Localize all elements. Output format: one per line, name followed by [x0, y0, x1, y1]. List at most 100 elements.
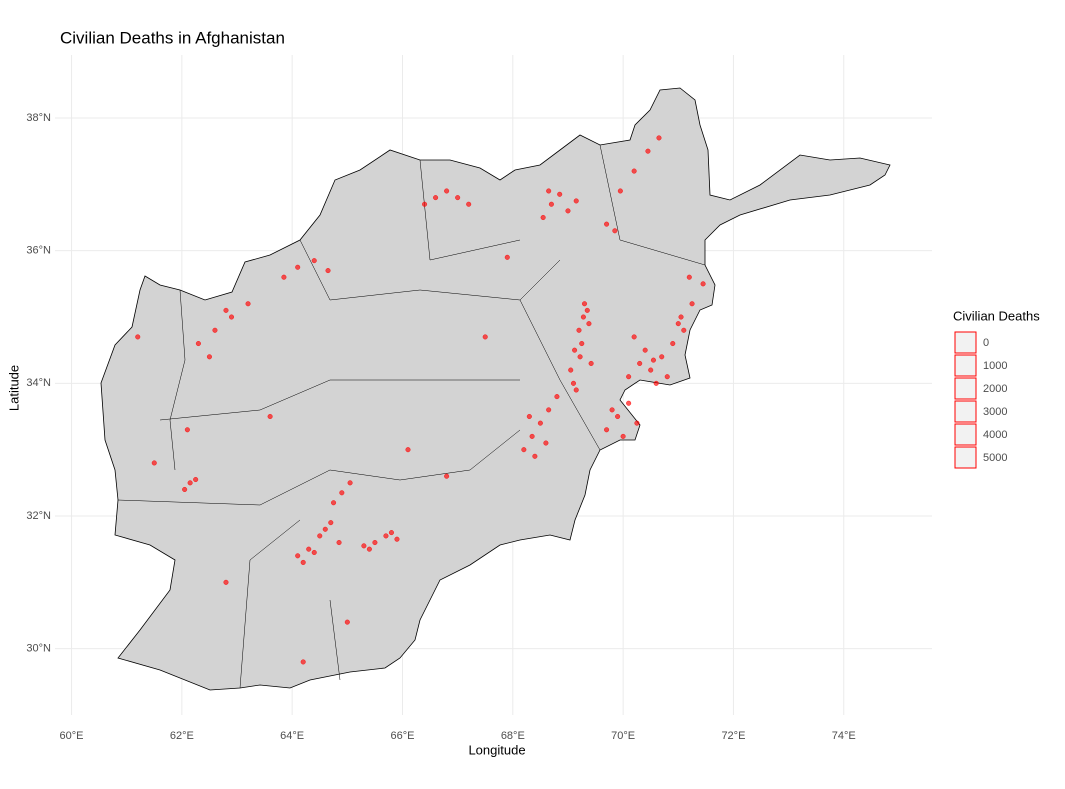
point [311, 258, 317, 264]
legend-key [954, 331, 977, 354]
point [554, 394, 560, 400]
point [642, 347, 648, 353]
point [339, 490, 345, 496]
point [245, 301, 251, 307]
point [405, 447, 411, 453]
point [615, 413, 621, 420]
point [626, 400, 632, 406]
point [521, 447, 527, 453]
point [532, 453, 538, 459]
point [361, 543, 367, 549]
point [306, 546, 312, 552]
legend-label: 4000 [983, 429, 1007, 441]
point [543, 440, 549, 446]
point [433, 195, 439, 201]
y-tick-label: 34°N [26, 377, 51, 389]
point [330, 500, 337, 506]
point [546, 407, 552, 413]
point [300, 659, 306, 665]
point [576, 327, 582, 333]
point [675, 321, 681, 327]
x-tick-label: 64°E [280, 730, 304, 742]
point [577, 354, 583, 360]
legend-label: 0 [983, 337, 989, 349]
point [573, 198, 579, 204]
point [631, 168, 637, 174]
point [526, 413, 532, 420]
point [537, 420, 543, 426]
point [372, 539, 378, 546]
point [580, 314, 586, 320]
point [212, 327, 218, 333]
point [322, 526, 328, 532]
point [670, 340, 676, 347]
legend-key [954, 377, 977, 400]
point [482, 334, 488, 340]
point [686, 274, 692, 280]
point [557, 191, 563, 197]
y-tick-label: 36°N [26, 245, 51, 257]
point [584, 307, 590, 313]
point [548, 201, 554, 207]
point [347, 480, 353, 486]
province-boundaries [117, 144, 706, 689]
point [573, 387, 579, 393]
x-tick-label: 62°E [170, 730, 194, 742]
x-tick-label: 74°E [832, 730, 856, 742]
point [664, 374, 670, 380]
point [295, 264, 301, 270]
point [466, 201, 472, 207]
point [455, 195, 461, 201]
legend-label: 3000 [983, 406, 1007, 418]
legend-label: 2000 [983, 383, 1007, 395]
point [650, 357, 657, 363]
point [228, 314, 235, 320]
point [281, 274, 287, 280]
point [223, 307, 229, 313]
point [586, 321, 592, 327]
y-tick-label: 30°N [26, 643, 51, 655]
country-outline [100, 87, 891, 691]
y-axis-title: Latitude [6, 365, 21, 411]
point [187, 480, 193, 486]
point [504, 254, 510, 260]
point [579, 340, 585, 347]
point [689, 301, 695, 307]
point [295, 553, 301, 559]
point [637, 360, 643, 366]
point [626, 374, 632, 380]
point [604, 221, 610, 227]
point [620, 433, 626, 439]
point [388, 530, 395, 536]
point [193, 476, 199, 483]
point [588, 360, 594, 366]
point [604, 427, 610, 433]
legend-key [954, 423, 977, 446]
legend-key [954, 400, 977, 423]
point [151, 460, 157, 466]
point [546, 188, 552, 194]
x-axis-title: Longitude [468, 742, 525, 757]
point [659, 354, 665, 360]
point [182, 486, 188, 493]
point [565, 208, 571, 214]
y-tick-label: 32°N [26, 510, 51, 522]
point [634, 420, 640, 426]
point [568, 367, 574, 373]
point [540, 214, 546, 221]
point [311, 549, 317, 556]
point [300, 559, 306, 565]
point [317, 533, 323, 539]
x-tick-label: 60°E [60, 730, 84, 742]
point [444, 473, 450, 479]
point [648, 367, 654, 373]
x-tick-label: 66°E [390, 730, 414, 742]
point [325, 268, 331, 274]
point [581, 301, 588, 307]
point [444, 188, 450, 194]
point [223, 579, 229, 585]
point [328, 520, 334, 526]
point [383, 533, 389, 539]
point [609, 407, 615, 413]
